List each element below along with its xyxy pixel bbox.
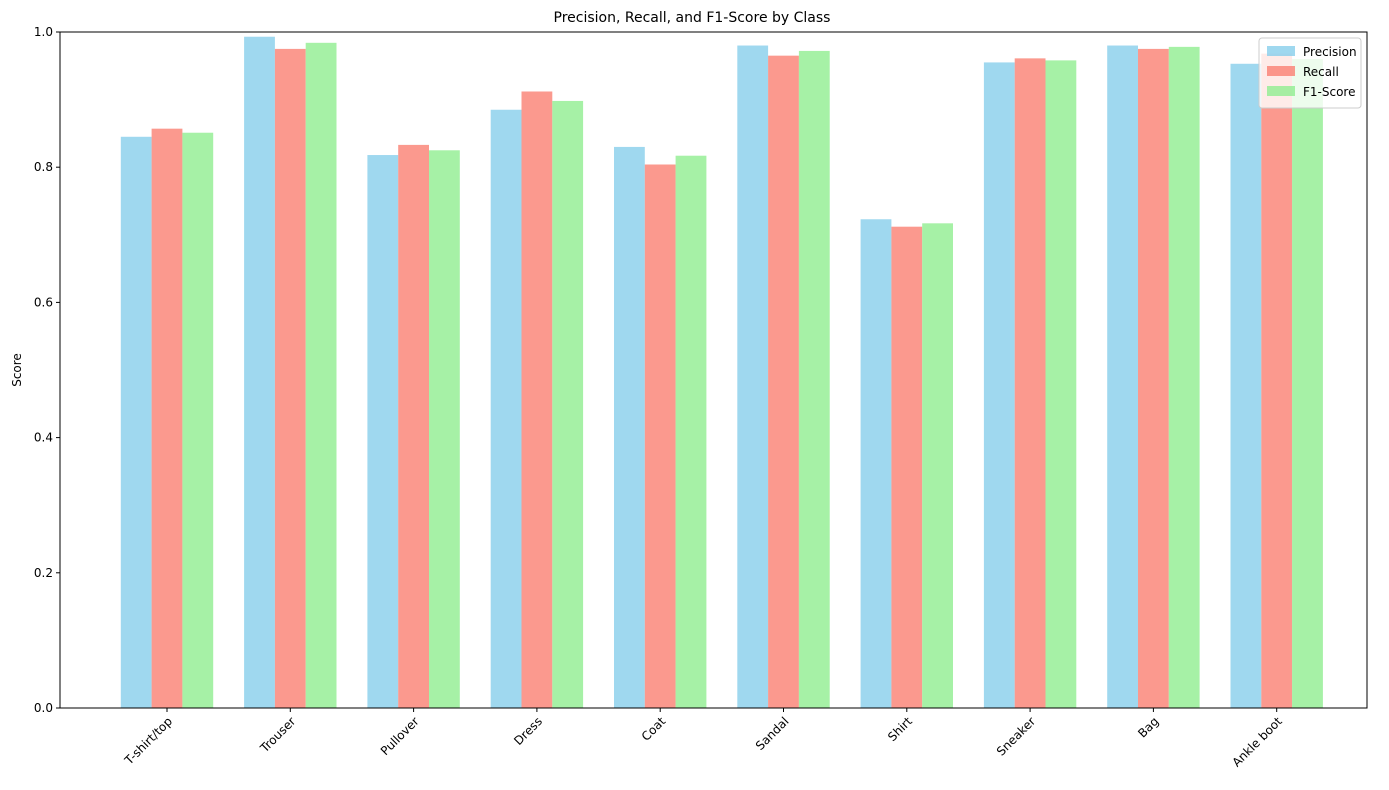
bar-precision-pullover — [367, 155, 399, 708]
x-tick-label: Shirt — [885, 714, 915, 744]
x-tick-label: Bag — [1135, 714, 1161, 740]
y-axis: 0.0 0.2 0.4 0.6 0.8 1.0 — [34, 25, 60, 715]
x-tick-label: T-shirt/top — [121, 714, 175, 768]
chart-title: Precision, Recall, and F1-Score by Class — [554, 10, 831, 26]
bar-recall-t-shirt-top — [151, 128, 183, 709]
bar-precision-sneaker — [983, 62, 1015, 709]
bar-recall-pullover — [398, 144, 429, 708]
y-tick-label: 0.0 — [34, 701, 53, 715]
x-tick-label: Sneaker — [994, 714, 1038, 758]
x-tick-label: Ankle boot — [1229, 714, 1285, 770]
bar-precision-trouser — [244, 36, 275, 709]
legend-label-precision: Precision — [1303, 45, 1357, 59]
legend-swatch-precision — [1267, 46, 1295, 56]
bar-f1-score-coat — [675, 155, 707, 708]
bar-recall-sandal — [768, 55, 799, 709]
x-tick-label: Dress — [511, 714, 545, 748]
y-tick-label: 1.0 — [34, 25, 53, 39]
bar-f1-score-sandal — [798, 50, 830, 709]
axes-frame — [59, 31, 1368, 709]
bar-recall-sneaker — [1014, 58, 1046, 709]
y-tick-label: 0.4 — [34, 431, 53, 445]
bar-recall-coat — [644, 164, 676, 708]
bar-precision-sandal — [737, 45, 769, 708]
bar-precision-coat — [614, 146, 645, 709]
x-tick-label: Sandal — [753, 714, 792, 753]
bar-f1-score-sneaker — [1045, 60, 1077, 708]
bar-f1-score-trouser — [305, 42, 337, 708]
legend: Precision Recall F1-Score — [1258, 37, 1362, 109]
bar-precision-ankle-boot — [1230, 63, 1262, 708]
bar-f1-score-pullover — [429, 150, 460, 709]
legend-label-f1-score: F1-Score — [1303, 85, 1355, 99]
x-tick-label: Trouser — [257, 714, 299, 756]
x-tick-label: Pullover — [378, 714, 422, 758]
bar-f1-score-ankle-boot — [1292, 59, 1323, 709]
bar-precision-dress — [490, 109, 522, 709]
bars-group — [120, 36, 1323, 709]
x-axis: T-shirt/top Trouser Pullover Dress Coat Sanda… — [121, 708, 1285, 770]
bar-f1-score-dress — [552, 100, 584, 708]
y-tick-label: 0.6 — [34, 295, 53, 309]
bar-recall-trouser — [274, 48, 306, 708]
bar-precision-shirt — [860, 219, 892, 708]
bar-f1-score-shirt — [922, 223, 953, 708]
bar-recall-bag — [1138, 48, 1169, 708]
legend-swatch-recall — [1267, 66, 1295, 76]
bar-f1-score-t-shirt-top — [182, 132, 214, 709]
bar-recall-ankle-boot — [1261, 53, 1293, 708]
y-axis-label: Score — [10, 353, 24, 387]
y-tick-label: 0.8 — [34, 160, 53, 174]
y-tick-label: 0.2 — [34, 566, 53, 580]
bar-precision-t-shirt-top — [120, 136, 152, 708]
bar-f1-score-bag — [1168, 46, 1200, 709]
legend-label-recall: Recall — [1303, 65, 1339, 79]
bar-recall-shirt — [891, 226, 923, 708]
bar-precision-bag — [1107, 45, 1138, 708]
legend-swatch-f1-score — [1267, 86, 1295, 96]
x-tick-label: Coat — [639, 714, 669, 744]
bar-recall-dress — [521, 91, 553, 709]
